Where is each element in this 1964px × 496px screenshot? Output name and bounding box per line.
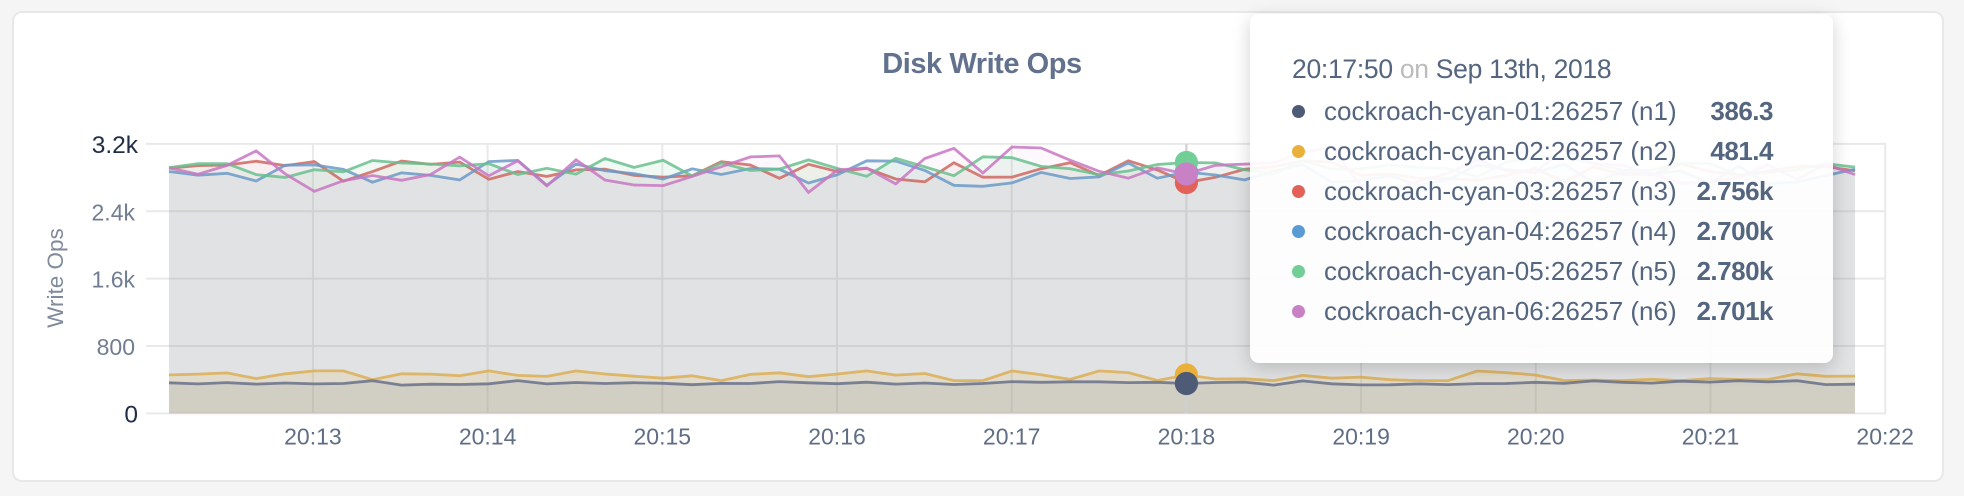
svg-text:20:13: 20:13 [284,424,342,450]
svg-text:1.6k: 1.6k [92,267,136,293]
svg-text:Write Ops: Write Ops [43,228,68,328]
svg-text:0: 0 [124,401,138,428]
svg-text:20:22: 20:22 [1856,424,1914,450]
svg-text:2.4k: 2.4k [92,199,136,225]
svg-text:20:21: 20:21 [1682,424,1740,450]
svg-text:20:17: 20:17 [983,424,1041,450]
svg-text:20:20: 20:20 [1507,424,1565,450]
svg-text:800: 800 [97,334,135,360]
svg-text:20:16: 20:16 [808,424,866,450]
svg-text:3.2k: 3.2k [92,132,139,159]
svg-text:20:15: 20:15 [634,424,692,450]
svg-text:20:14: 20:14 [459,424,517,450]
svg-text:20:19: 20:19 [1332,424,1390,450]
svg-text:20:18: 20:18 [1158,424,1216,450]
